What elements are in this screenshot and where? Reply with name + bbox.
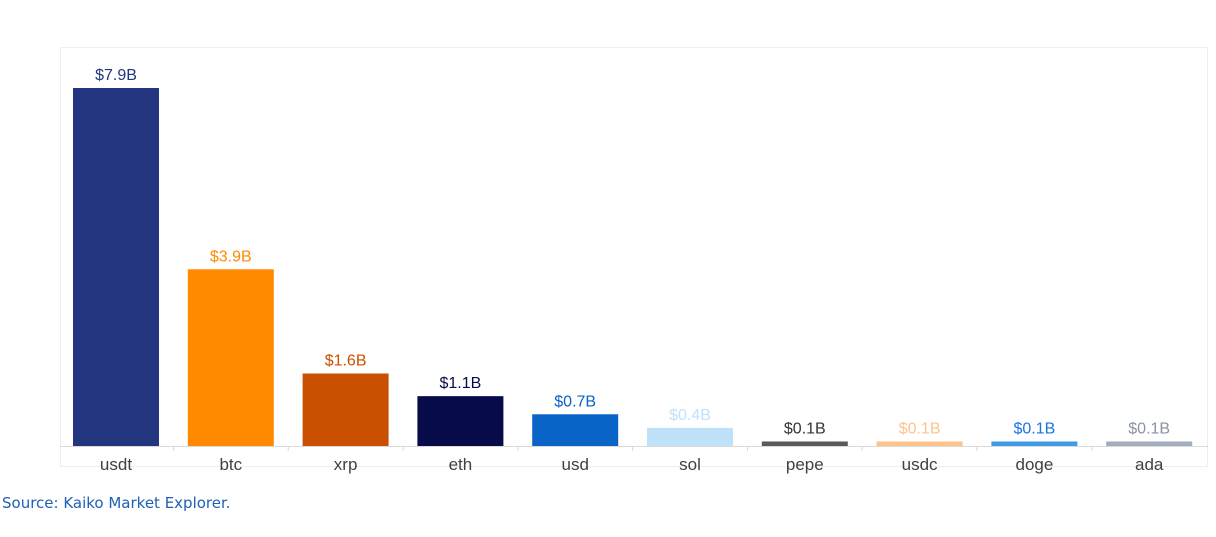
x-tick-label-doge: doge bbox=[1015, 455, 1053, 474]
bar-doge bbox=[991, 441, 1078, 446]
bar-pepe bbox=[761, 441, 848, 446]
bar-btc bbox=[187, 269, 274, 446]
x-tick-label-pepe: pepe bbox=[786, 455, 824, 474]
bar-ada bbox=[1106, 441, 1193, 446]
bar-chart: $7.9B usdt $3.9B btc $1.6B xrp $1.1B eth $0.7B us… bbox=[60, 67, 1208, 474]
data-label-doge: $0.1B bbox=[1013, 420, 1055, 437]
bar-xrp bbox=[302, 373, 389, 446]
bar-usdc bbox=[876, 441, 963, 446]
data-label-pepe: $0.1B bbox=[784, 420, 826, 437]
x-tick-label-usdt: usdt bbox=[100, 455, 132, 474]
x-tick-label-ada: ada bbox=[1135, 455, 1164, 474]
data-label-sol: $0.4B bbox=[669, 407, 711, 424]
data-label-usdc: $0.1B bbox=[899, 420, 941, 437]
x-tick-label-eth: eth bbox=[449, 455, 473, 474]
x-tick-label-usdc: usdc bbox=[902, 455, 938, 474]
data-label-usdt: $7.9B bbox=[95, 67, 137, 84]
x-tick-label-sol: sol bbox=[679, 455, 701, 474]
data-label-btc: $3.9B bbox=[210, 248, 252, 265]
bar-eth bbox=[417, 396, 504, 446]
bar-usd bbox=[532, 414, 619, 446]
data-label-usd: $0.7B bbox=[554, 393, 596, 410]
data-label-xrp: $1.6B bbox=[325, 352, 367, 369]
source-note: Source: Kaiko Market Explorer. bbox=[2, 494, 231, 512]
data-label-ada: $0.1B bbox=[1128, 420, 1170, 437]
data-label-eth: $1.1B bbox=[439, 375, 481, 392]
x-tick-label-xrp: xrp bbox=[334, 455, 358, 474]
bar-sol bbox=[647, 427, 733, 446]
x-tick-label-btc: btc bbox=[219, 455, 242, 474]
bar-usdt bbox=[73, 88, 159, 446]
chart-panel bbox=[60, 47, 1208, 467]
x-tick-label-usd: usd bbox=[561, 455, 588, 474]
